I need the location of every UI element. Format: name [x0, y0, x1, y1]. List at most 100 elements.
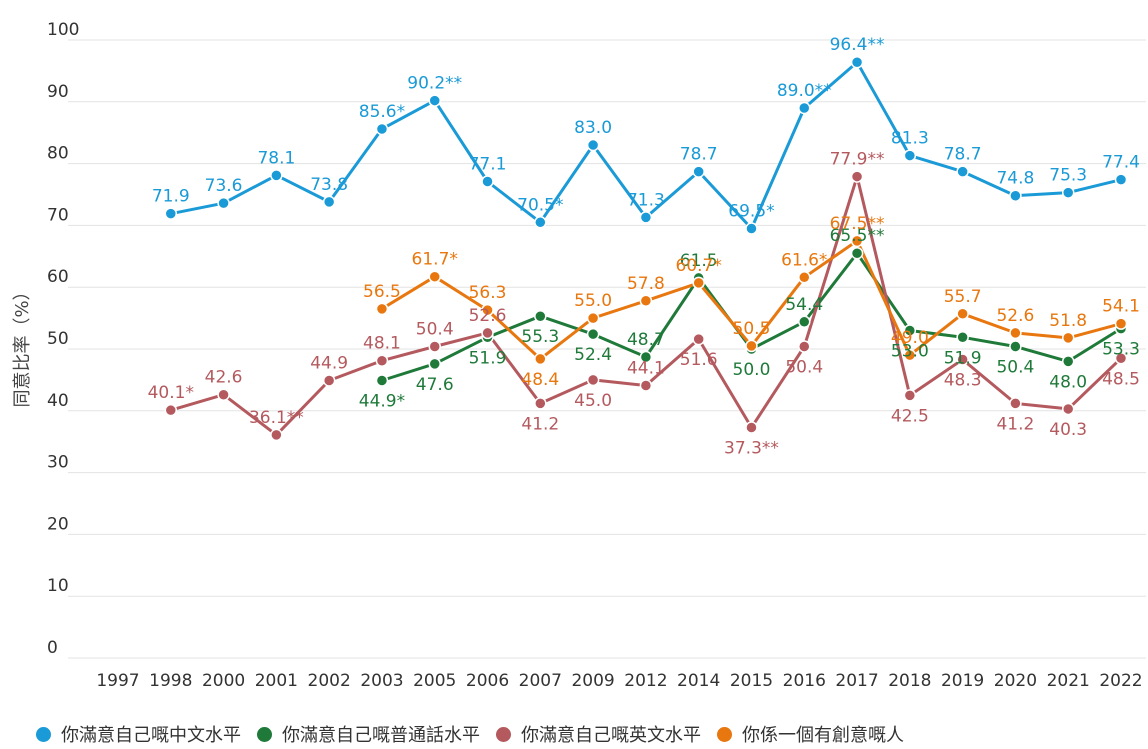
x-tick-label: 2016 [783, 671, 826, 691]
data-label: 37.3** [724, 438, 779, 458]
data-label: 53.0 [891, 341, 929, 361]
x-tick-label: 2014 [677, 671, 720, 691]
data-label: 61.5 [680, 251, 718, 271]
legend-swatch [36, 726, 51, 742]
data-label: 78.7 [680, 145, 718, 165]
data-label: 47.6 [416, 375, 454, 395]
data-point [375, 122, 389, 136]
legend-label: 你滿意自己嘅英文水平 [521, 725, 701, 746]
data-label: 52.6 [469, 306, 507, 326]
data-label: 54.1 [1102, 297, 1140, 317]
data-point [1061, 186, 1075, 199]
data-point [692, 332, 705, 346]
line-chart: 0 10 20 30 40 50 60 70 80 90 100 同意比率（%） 1997 1998 2… [12, 20, 1146, 691]
data-label: 77.1 [469, 155, 507, 175]
data-point [1061, 355, 1075, 368]
data-point [956, 353, 969, 366]
x-tick-label: 2019 [941, 671, 984, 691]
data-label: 55.7 [944, 287, 982, 307]
x-tick-label: 2000 [202, 671, 245, 691]
data-point [270, 428, 283, 442]
legend-item: 你係一個有創意嘅人 [717, 721, 904, 747]
data-point [1114, 352, 1128, 365]
data-point [322, 374, 336, 387]
data-label: 48.7 [627, 330, 665, 350]
y-tick-label: 80 [47, 144, 69, 164]
data-label: 77.9** [830, 150, 885, 170]
data-point [481, 326, 494, 340]
x-tick-label: 2012 [624, 671, 667, 691]
data-label: 56.5 [363, 282, 401, 302]
data-label: 71.3 [627, 190, 665, 210]
data-label: 48.5 [1102, 369, 1140, 389]
data-point [164, 403, 178, 417]
data-point [534, 352, 547, 366]
data-label: 50.4 [785, 358, 823, 378]
data-point [1061, 331, 1075, 345]
data-point [428, 357, 441, 371]
data-point [534, 397, 547, 410]
data-point [375, 354, 389, 367]
x-tick-label: 2003 [360, 671, 403, 691]
x-tick-label: 2006 [466, 671, 509, 691]
data-point [798, 101, 811, 115]
data-label: 85.6* [359, 102, 405, 122]
data-labels: 71.9 73.6 78.1 73.8 85.6*90.2** 77.1 70.5* 83.0… [148, 35, 1140, 458]
data-point [1114, 317, 1128, 330]
x-tick-label: 2001 [255, 671, 298, 691]
data-point [481, 303, 494, 317]
x-tick-label: 2018 [888, 671, 931, 691]
legend-item: 你滿意自己嘅英文水平 [496, 721, 701, 747]
data-label: 48.4 [521, 370, 559, 390]
data-point [692, 276, 705, 290]
data-point [745, 222, 758, 235]
legend-swatch [496, 726, 511, 742]
data-label: 41.2 [521, 414, 559, 434]
y-tick-label: 0 [47, 638, 58, 658]
data-label: 69.5* [728, 201, 774, 221]
data-label: 51.9 [469, 348, 507, 368]
data-point [217, 196, 230, 210]
data-label: 54.4 [785, 295, 823, 315]
data-point [428, 340, 441, 353]
data-label: 48.3 [944, 371, 982, 391]
legend: 你滿意自己嘅中文水平 你滿意自己嘅普通話水平 你滿意自己嘅英文水平 你係一個有創意嘅人 [36, 722, 920, 746]
data-label: 40.3 [1049, 420, 1087, 440]
data-label: 56.3 [469, 283, 507, 303]
y-tick-label: 70 [47, 205, 69, 225]
data-point [745, 421, 758, 434]
x-tick-label: 1998 [149, 671, 192, 691]
legend-label: 你滿意自己嘅中文水平 [61, 725, 241, 746]
data-point [692, 165, 705, 178]
data-point [375, 374, 389, 387]
data-label: 52.4 [574, 345, 612, 365]
y-tick-label: 20 [47, 514, 69, 534]
data-label: 51.8 [1049, 311, 1087, 331]
data-label: 50.5 [733, 319, 771, 339]
data-label: 67.5** [830, 214, 885, 234]
data-label: 74.8 [996, 169, 1034, 189]
x-tick-label: 2020 [994, 671, 1037, 691]
data-point [956, 307, 969, 321]
data-point [798, 340, 811, 353]
legend-swatch [257, 726, 272, 742]
data-point [534, 309, 547, 323]
y-axis-label: 同意比率（%） [12, 282, 33, 407]
data-point [639, 211, 653, 224]
data-label: 44.9* [359, 392, 405, 412]
data-point [481, 175, 494, 188]
y-tick-label: 60 [47, 267, 69, 287]
data-point [322, 195, 336, 209]
data-point [586, 327, 600, 341]
data-label: 60.7* [676, 256, 722, 276]
data-label: 52.6 [996, 306, 1034, 326]
data-point [586, 311, 600, 325]
series-points [164, 55, 1128, 442]
data-point [745, 339, 758, 353]
data-point [903, 389, 917, 402]
x-tick-label: 2022 [1099, 671, 1142, 691]
x-tick-label: 2017 [835, 671, 878, 691]
data-label: 78.1 [257, 148, 295, 168]
data-label: 44.9 [310, 354, 348, 374]
data-label: 61.6* [781, 250, 827, 270]
